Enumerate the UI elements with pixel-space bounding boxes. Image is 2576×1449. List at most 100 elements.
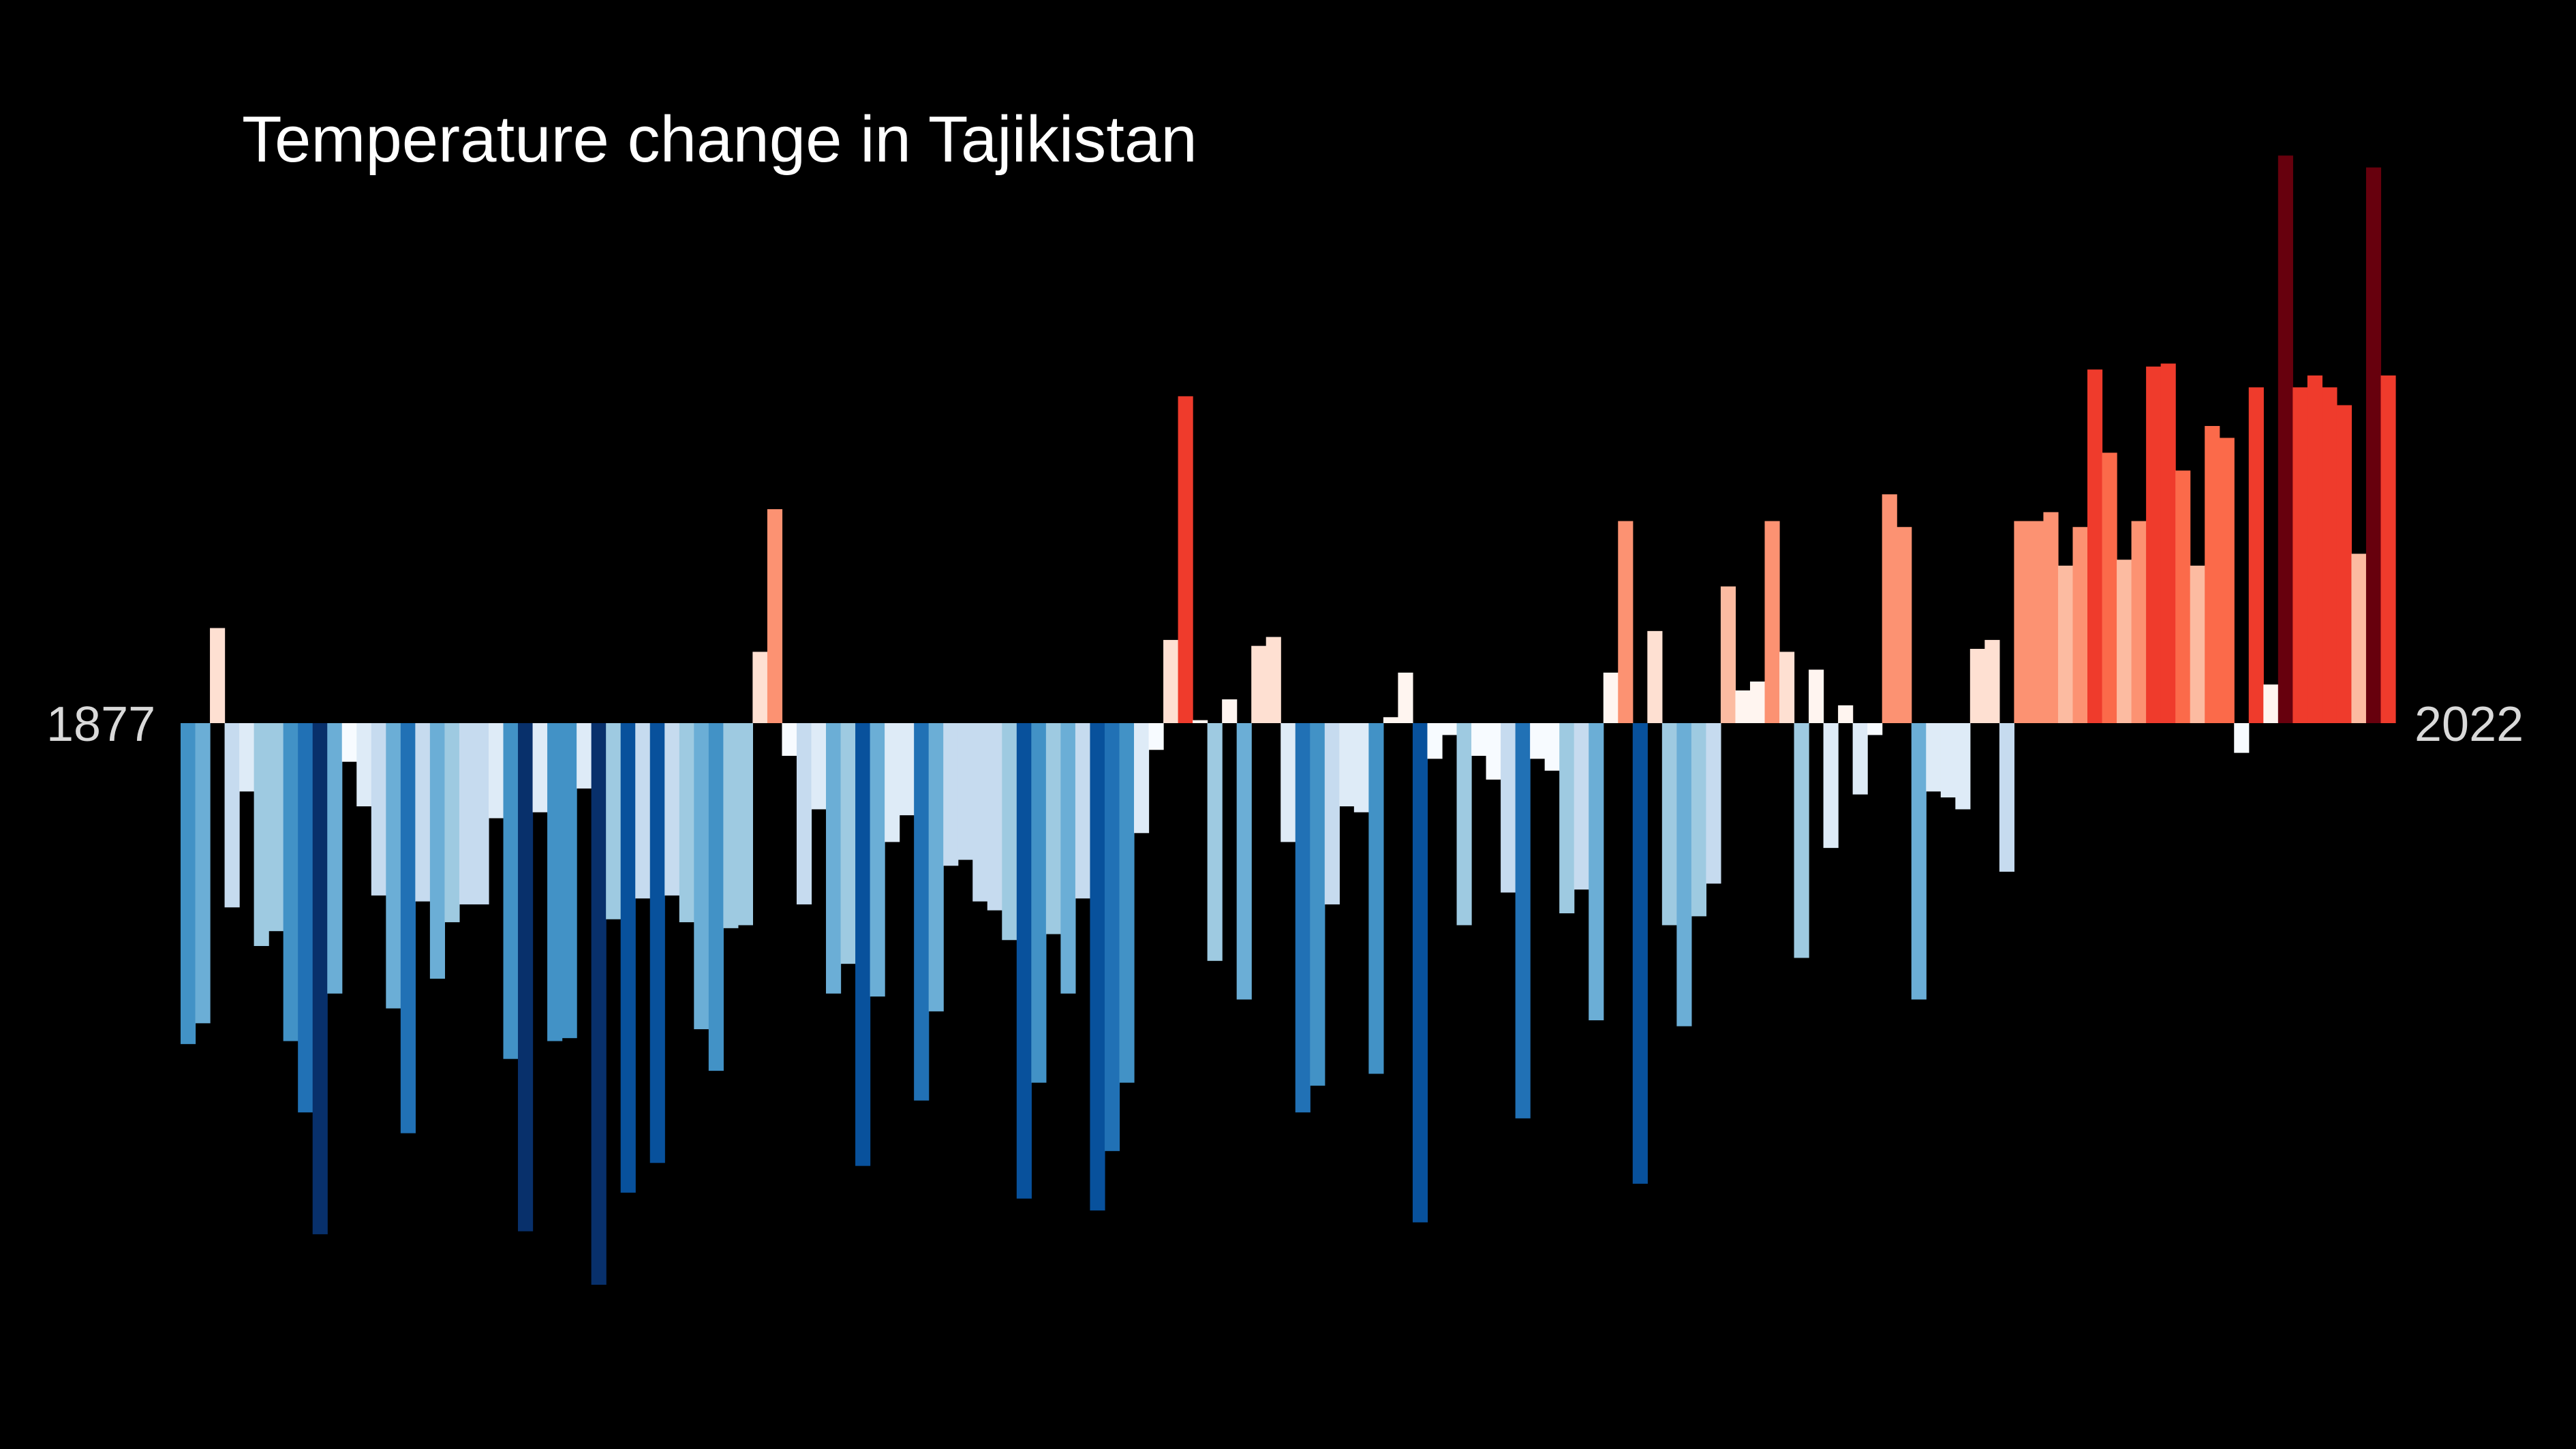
bar-1888 [341, 723, 357, 762]
bar-1988 [1809, 669, 1824, 723]
bar-1940 [1104, 723, 1120, 1151]
bar-1959 [1383, 717, 1399, 723]
bar-1996 [1926, 723, 1942, 792]
bar-1921 [826, 723, 842, 994]
bar-1953 [1295, 723, 1310, 1113]
bar-1916 [752, 652, 768, 723]
bar-1987 [1794, 723, 1809, 958]
bar-1904 [577, 723, 592, 789]
bar-1991 [1852, 723, 1868, 795]
bar-2022 [2307, 375, 2322, 723]
bar-1958 [1368, 723, 1384, 1074]
bar-1956 [1339, 723, 1355, 807]
bar-1993 [1882, 494, 1897, 723]
bar-1948 [1222, 699, 1238, 723]
bar-1890 [371, 723, 386, 896]
bar-1912 [694, 723, 709, 1030]
bar-2012 [2160, 363, 2176, 723]
bar-1961 [1412, 723, 1428, 1223]
bar-1929 [943, 723, 959, 866]
bar-1951 [1266, 637, 1281, 723]
bar-1941 [1119, 723, 1135, 1083]
bar-1938 [1075, 723, 1091, 899]
bar-1992 [1867, 723, 1883, 735]
bar-1944 [1163, 639, 1179, 723]
bar-2020 [2278, 155, 2293, 724]
bar-1915 [737, 723, 753, 926]
bar-1887 [327, 723, 343, 994]
bar-1995 [1911, 723, 1927, 1000]
bar-2017 [2234, 723, 2250, 753]
bar-1963 [1441, 723, 1458, 735]
bar-1894 [429, 723, 446, 979]
bar-1877 [181, 723, 196, 1044]
bar-1943 [1148, 723, 1164, 750]
bar-1969 [1530, 723, 1546, 759]
bar-1898 [488, 723, 504, 819]
bar-1945 [1178, 396, 1193, 723]
bar-1982 [1720, 586, 1736, 723]
bar-1978 [1661, 723, 1677, 926]
bar-1946 [1193, 720, 1208, 723]
bar-1910 [664, 723, 680, 896]
bar-2005 [2057, 565, 2074, 723]
bar-1939 [1090, 723, 1105, 1211]
bar-1897 [474, 723, 489, 904]
chart-title: Temperature change in Tajikistan [242, 103, 1197, 176]
bar-1962 [1427, 723, 1443, 759]
bar-2016 [2219, 438, 2235, 723]
bar-1906 [606, 723, 622, 919]
bar-1905 [591, 723, 607, 1285]
bar-1928 [928, 723, 944, 1011]
bar-1884 [283, 723, 298, 1041]
bar-1895 [444, 723, 460, 923]
bar-1899 [503, 723, 519, 1059]
bar-1891 [386, 723, 401, 1009]
bar-2002 [2014, 521, 2029, 723]
bar-1972 [1574, 723, 1589, 890]
bar-1909 [649, 723, 665, 1163]
bar-1967 [1501, 723, 1516, 893]
bar-1947 [1207, 723, 1223, 961]
bar-1932 [987, 723, 1002, 911]
bar-2010 [2131, 521, 2147, 723]
bar-1981 [1706, 723, 1721, 884]
bar-1885 [298, 723, 313, 1113]
bar-1960 [1398, 672, 1413, 723]
start-year-label: 1877 [46, 697, 156, 752]
bar-1925 [885, 723, 900, 842]
bar-1937 [1060, 723, 1076, 994]
bar-1949 [1236, 723, 1252, 1000]
bar-1970 [1544, 723, 1560, 771]
bar-2011 [2146, 366, 2162, 723]
bar-1926 [899, 723, 915, 816]
bar-1917 [767, 509, 783, 723]
bar-1989 [1823, 723, 1839, 849]
bar-2009 [2117, 560, 2132, 723]
bar-2019 [2263, 684, 2279, 723]
bar-1986 [1779, 652, 1795, 723]
bar-1997 [1940, 723, 1956, 797]
bar-1965 [1471, 723, 1487, 756]
bar-2003 [2028, 521, 2044, 723]
bar-1933 [1002, 723, 1017, 941]
bar-2006 [2072, 527, 2088, 723]
bar-1907 [620, 723, 636, 1193]
bar-1973 [1589, 723, 1604, 1020]
bar-1886 [312, 723, 328, 1234]
bar-1918 [782, 723, 797, 756]
bar-2024 [2336, 405, 2352, 723]
bar-1930 [957, 723, 973, 860]
bar-1927 [914, 723, 930, 1101]
bar-1883 [269, 723, 284, 932]
bar-1994 [1897, 527, 1912, 723]
bar-1934 [1016, 723, 1032, 1199]
bar-2004 [2043, 512, 2059, 723]
bar-2015 [2205, 426, 2220, 723]
bar-1879 [210, 628, 226, 723]
bar-1881 [239, 723, 255, 792]
bar-1990 [1838, 705, 1854, 723]
bar-1952 [1281, 723, 1296, 842]
bar-1935 [1031, 723, 1047, 1083]
